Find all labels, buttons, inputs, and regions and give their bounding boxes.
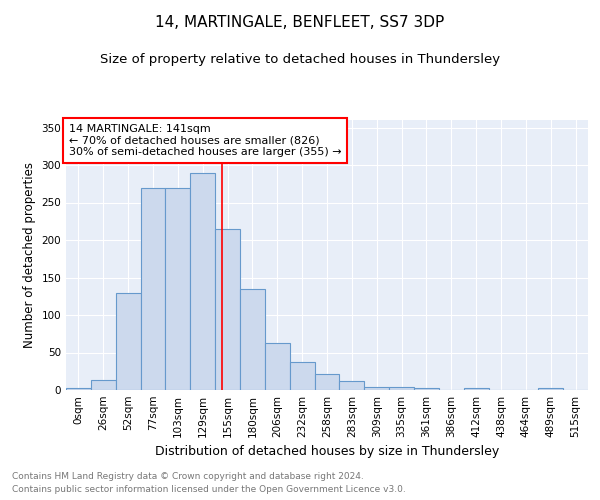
Bar xyxy=(190,172,215,390)
Bar xyxy=(240,289,265,390)
Text: 14 MARTINGALE: 141sqm
← 70% of detached houses are smaller (826)
30% of semi-det: 14 MARTINGALE: 141sqm ← 70% of detached … xyxy=(68,124,341,157)
Bar xyxy=(91,380,116,390)
Bar xyxy=(290,362,314,390)
Bar xyxy=(166,188,190,390)
Bar xyxy=(464,388,488,390)
X-axis label: Distribution of detached houses by size in Thundersley: Distribution of detached houses by size … xyxy=(155,446,499,458)
Bar xyxy=(66,388,91,390)
Bar xyxy=(265,343,290,390)
Text: Contains public sector information licensed under the Open Government Licence v3: Contains public sector information licen… xyxy=(12,485,406,494)
Bar xyxy=(340,381,364,390)
Bar xyxy=(538,388,563,390)
Bar xyxy=(414,388,439,390)
Bar xyxy=(364,387,389,390)
Y-axis label: Number of detached properties: Number of detached properties xyxy=(23,162,36,348)
Bar xyxy=(215,229,240,390)
Bar xyxy=(116,292,140,390)
Text: 14, MARTINGALE, BENFLEET, SS7 3DP: 14, MARTINGALE, BENFLEET, SS7 3DP xyxy=(155,15,445,30)
Text: Contains HM Land Registry data © Crown copyright and database right 2024.: Contains HM Land Registry data © Crown c… xyxy=(12,472,364,481)
Text: Size of property relative to detached houses in Thundersley: Size of property relative to detached ho… xyxy=(100,52,500,66)
Bar xyxy=(314,374,340,390)
Bar xyxy=(140,188,166,390)
Bar xyxy=(389,387,414,390)
